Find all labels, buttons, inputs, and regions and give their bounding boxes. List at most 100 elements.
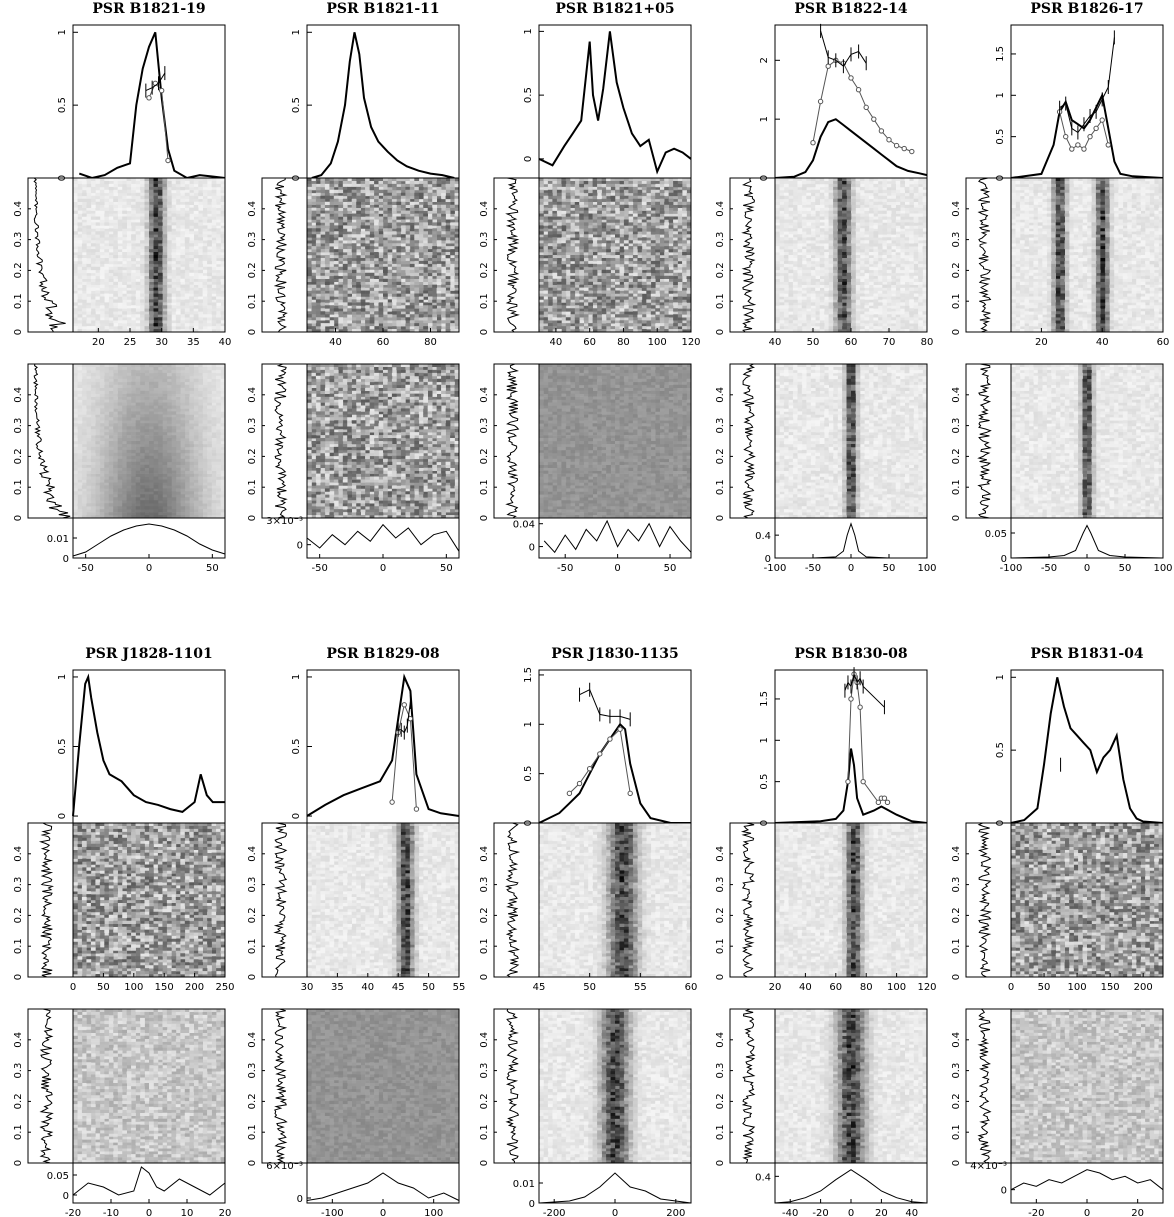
panel-0-lrfs-map-cells: [153, 515, 159, 519]
panel-9-spectrum-xtick-label: 0: [1084, 1208, 1090, 1217]
panel-9-lrfs-map-cells: [1024, 1026, 1164, 1164]
panel-8-lrfs-map-cells: [846, 1071, 852, 1075]
panel-7-pulse-stack-cells: [619, 911, 634, 966]
panel-3-pulse-stack-cells: [775, 178, 928, 333]
panel-3-pol-profile-line: [812, 59, 912, 152]
panel-0-pulse-stack-cells: [162, 290, 168, 294]
panel-7-lrfs-map-cells: [601, 1047, 607, 1051]
panel-4-stack-side-ytick-label: 0.3: [951, 232, 962, 248]
panel-1-lrfs-side-ytick-label: 0.2: [247, 448, 258, 464]
panel-8-lrfs-map-cells: [846, 1020, 852, 1025]
panel-5-spectrum-xtick-label: 0: [146, 1208, 152, 1217]
panel-9-stack-xtick-label: 0: [1008, 982, 1014, 993]
panel-0-lrfs-map-cells: [140, 494, 163, 510]
panel-3-lrfs-map-cells: [846, 369, 852, 374]
panel-7-pulse-stack-cells: [628, 938, 634, 942]
panel-8-pulse-stack-cells: [855, 947, 861, 951]
panel-7-lrfs-side-ytick-label: 0.4: [479, 1032, 490, 1048]
panel-7-lrfs-map-cells: [615, 1136, 620, 1140]
panel-7-pulse-stack-cells: [637, 956, 643, 960]
panel-4-lrfs-map-cells: [1087, 449, 1092, 454]
panel-3-stack-xtick-label: 60: [845, 337, 858, 348]
panel-7-lrfs-map-cells: [619, 1086, 625, 1113]
panel-4-stack-side-ytick-label: 0.2: [951, 262, 962, 278]
panel-1-lrfs-map-cells: [333, 381, 446, 504]
panel-7-pulse-stack-cells: [619, 870, 625, 874]
panel-0-pulse-stack-cells: [157, 201, 163, 205]
panel-0-pulse-stack-cells: [149, 240, 154, 244]
panel-8-lrfs-map-cells: [855, 1121, 861, 1125]
panel-3-pulse-stack-cells: [842, 311, 847, 315]
panel-3-lrfs-map-cells: [846, 378, 852, 383]
panel-6-pulse-stack-cells: [307, 823, 460, 978]
panel-4-pulse-stack-cells: [1064, 189, 1070, 194]
panel-8-lrfs-map-cells: [837, 1160, 843, 1164]
panel-8-pulse-stack-cells: [775, 823, 928, 975]
panel-8-pulse-stack-cells: [859, 823, 865, 901]
panel-4-lrfs-map-cells: [1082, 420, 1092, 424]
panel-0-pulse-stack-cells: [73, 183, 226, 330]
panel-8-lrfs-map-cells: [833, 1014, 870, 1143]
panel-8-stack-side-ytick-label: 0.2: [715, 907, 726, 923]
panel-0-profile-line: [78, 31, 226, 180]
panel-7-pol-point: [586, 766, 593, 772]
panel-8-pulse-stack-cells: [851, 974, 856, 978]
panel-8-stack-side-ytick-label: 0.3: [715, 877, 726, 893]
panel-8-lrfs-map-cells: [851, 1121, 856, 1125]
panel-8-pulse-stack-cells: [842, 834, 865, 913]
panel-4-lrfs-map-cells: [1087, 381, 1092, 386]
panel-6-profile-ytick-label: 1: [291, 674, 302, 680]
panel-5-spectrum-ytick-label: 0.05: [47, 1171, 69, 1182]
panel-0-pulse-stack-cells: [144, 329, 150, 333]
panel-5-lrfs-map-cells: [77, 1009, 226, 1161]
panel-0-pol-point: [165, 157, 171, 164]
panel-7-pulse-stack-cells: [601, 867, 643, 957]
panel-4-stack-side-line: [977, 177, 992, 333]
panel-8-pol-point: [875, 799, 882, 806]
panel-7-lrfs-map-cells: [610, 1106, 616, 1110]
panel-7-lrfs-map-cells: [606, 1065, 611, 1069]
panel-3-stack-xtick-label: 40: [769, 337, 782, 348]
panel-7-pulse-stack-cells: [623, 873, 634, 901]
panel-4-lrfs-map-cells: [1091, 515, 1097, 519]
panel-0-pulse-stack-cells: [157, 317, 163, 321]
panel-8-pulse-stack-cells: [775, 826, 928, 963]
panel-0-stack-side-ytick-label: 0: [13, 329, 24, 335]
panel-0-spectrum-line: [72, 523, 226, 557]
panel-4-pulse-stack-cells: [1055, 181, 1061, 185]
panel-6-stack-side-line: [273, 822, 288, 978]
panel-6-stack-side-ytick-label: 0.2: [247, 907, 258, 923]
panel-6-pulse-stack-cells: [405, 953, 411, 957]
panel-8-stack-side-ytick-label: 0.1: [715, 938, 726, 954]
panel-8-pulse-stack-cells: [851, 926, 856, 930]
panel-3-stack-xtick-label: 70: [883, 337, 896, 348]
panel-7-pulse-stack-cells: [615, 944, 634, 963]
panel-7-stack-xtick-label: 45: [533, 982, 546, 993]
panel-7-pulse-stack-cells: [601, 823, 643, 954]
panel-4-lrfs-map-cells: [1082, 378, 1088, 383]
panel-5-pulse-stack-cells: [86, 831, 221, 954]
panel-4-pulse-stack-cells: [1011, 178, 1164, 333]
panel-7-pulse-stack-cells: [615, 953, 620, 957]
panel-5-title: PSR J1828-1101: [85, 646, 213, 662]
panel-8-lrfs-map-cells: [842, 1023, 847, 1028]
panel-4-lrfs-map-cells: [1082, 458, 1088, 463]
panel-4-pa-line: [1059, 37, 1115, 134]
panel-4-title: PSR B1826-17: [1030, 1, 1143, 17]
panel-4-lrfs-map-cells: [1011, 367, 1164, 519]
panel-6-stack-side-frame: [261, 822, 308, 978]
panel-1-profile-ytick-label: 1: [291, 29, 302, 35]
panel-4-lrfs-side-line: [977, 363, 992, 519]
panel-7-lrfs-map-cells: [601, 1023, 625, 1113]
panel-0-pulse-stack-cells: [144, 181, 172, 327]
panel-3-lrfs-map-cells: [846, 367, 852, 371]
panel-4-lrfs-map-cells: [1011, 364, 1159, 519]
panel-5-pulse-stack-cells: [73, 837, 208, 963]
panel-1-spectrum-ytick-label: 0: [297, 541, 303, 552]
panel-3-pulse-stack-cells: [851, 198, 856, 285]
panel-5-profile-frame: [72, 669, 226, 824]
panel-0-lrfs-map-cells: [73, 378, 221, 516]
panel-4-lrfs-map-cells: [1011, 364, 1164, 519]
panel-1-lrfs-side-ytick-label: 0.3: [247, 418, 258, 434]
panel-8-lrfs-map-cells: [842, 1029, 856, 1066]
